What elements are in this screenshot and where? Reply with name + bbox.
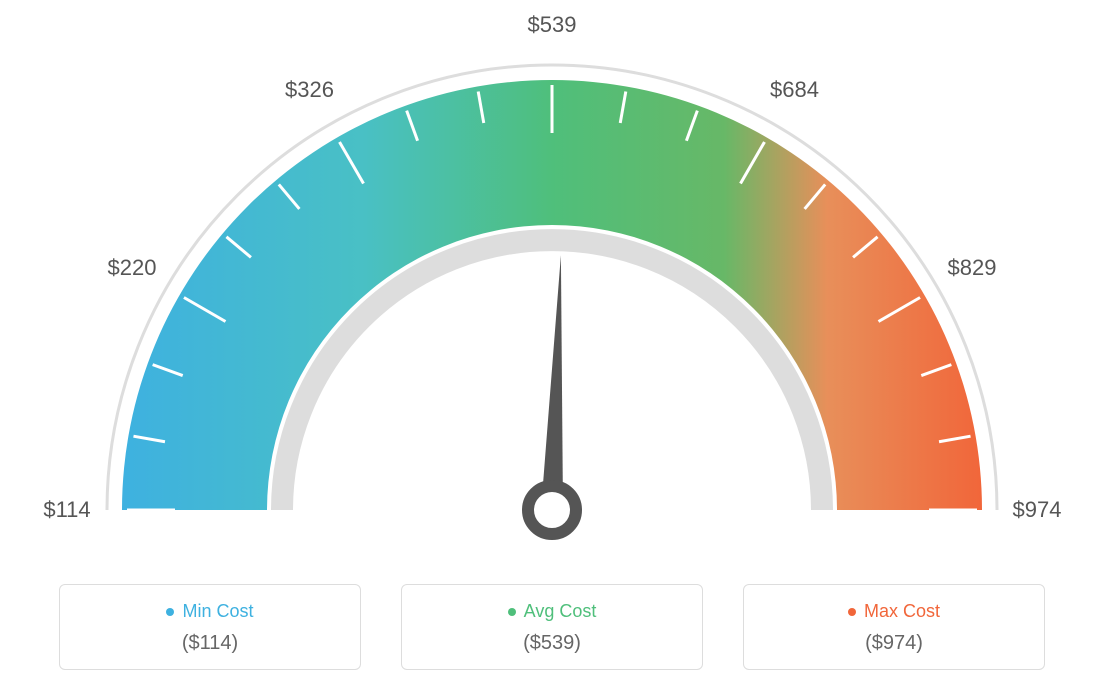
gauge-area: $114 $220 $326 $539 $684 $829 $974 (0, 0, 1104, 570)
legend-card-min: Min Cost ($114) (59, 584, 361, 670)
bullet-min (166, 608, 174, 616)
legend-title-min: Min Cost (166, 601, 253, 622)
tick-label: $114 (43, 497, 90, 523)
legend-title-text-min: Min Cost (182, 601, 253, 622)
bullet-avg (508, 608, 516, 616)
legend-value-max: ($974) (744, 632, 1044, 655)
legend-title-text-avg: Avg Cost (524, 601, 597, 622)
tick-label: $220 (107, 255, 156, 281)
tick-label: $539 (528, 12, 577, 38)
bullet-max (848, 608, 856, 616)
legend-card-max: Max Cost ($974) (743, 584, 1045, 670)
tick-label: $974 (1013, 497, 1062, 523)
gauge-chart-container: $114 $220 $326 $539 $684 $829 $974 Min Cost ($… (0, 0, 1104, 690)
legend-title-max: Max Cost (848, 601, 940, 622)
legend-value-avg: ($539) (402, 632, 702, 655)
tick-label: $829 (948, 255, 997, 281)
gauge-svg (0, 0, 1104, 570)
legend-value-min: ($114) (60, 632, 360, 655)
legend-row: Min Cost ($114) Avg Cost ($539) Max Cost… (0, 584, 1104, 670)
legend-title-avg: Avg Cost (508, 601, 597, 622)
legend-title-text-max: Max Cost (864, 601, 940, 622)
tick-label: $326 (285, 77, 334, 103)
legend-card-avg: Avg Cost ($539) (401, 584, 703, 670)
tick-label: $684 (770, 77, 819, 103)
